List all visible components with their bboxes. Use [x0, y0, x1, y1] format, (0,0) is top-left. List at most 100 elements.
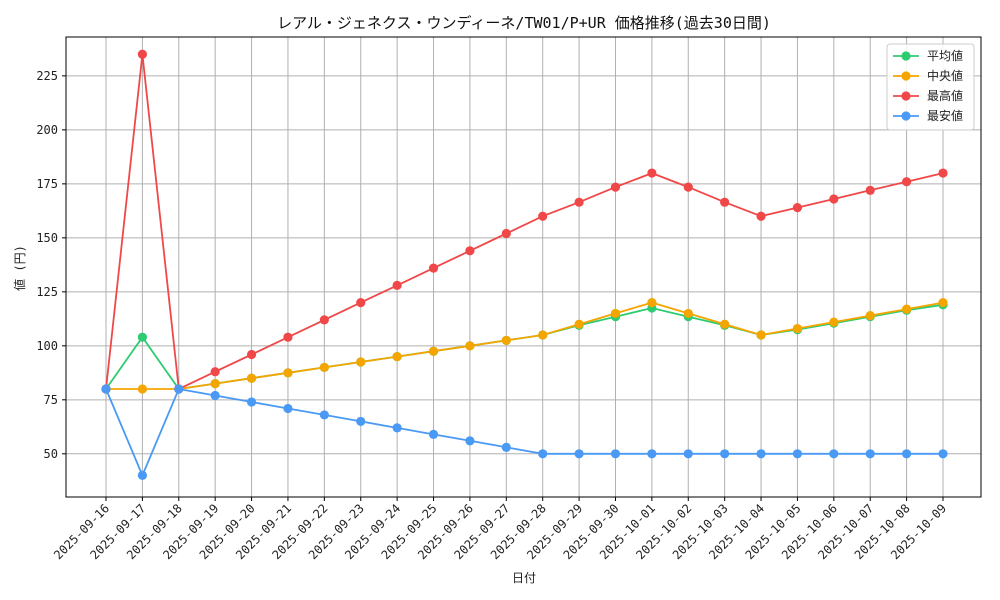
x-axis: 2025-09-162025-09-172025-09-182025-09-19… [51, 497, 949, 562]
data-point [829, 194, 839, 204]
data-point [319, 410, 329, 420]
data-point [101, 384, 111, 394]
legend-marker [901, 91, 911, 101]
data-point [865, 185, 875, 195]
data-point [137, 384, 147, 394]
legend-label: 中央値 [927, 68, 963, 83]
data-point [792, 203, 803, 213]
y-tick-label: 150 [36, 231, 58, 245]
data-point [501, 442, 511, 452]
plot-frame [65, 36, 982, 498]
data-point [210, 379, 220, 389]
series-layer [101, 49, 948, 481]
legend-label: 平均値 [927, 48, 963, 63]
data-point [574, 197, 584, 207]
data-point [137, 470, 147, 481]
data-point [428, 429, 439, 439]
data-point [829, 317, 839, 327]
data-point [720, 449, 730, 459]
data-point [137, 332, 147, 342]
data-point [356, 298, 366, 308]
data-point [210, 367, 220, 377]
y-tick-label: 75 [44, 393, 58, 407]
data-point [756, 330, 766, 340]
series-1 [101, 300, 948, 394]
legend-marker [901, 51, 911, 61]
data-point [574, 319, 584, 329]
data-point [283, 403, 293, 414]
y-tick-label: 175 [36, 177, 58, 191]
y-axis: 50 75 100 125 150 175 200 225 [36, 69, 66, 461]
data-point [683, 308, 693, 319]
x-axis-title: 日付 [512, 571, 536, 585]
legend-label: 最高値 [927, 88, 963, 103]
data-point [174, 384, 184, 394]
series-line [105, 54, 944, 391]
data-point [792, 449, 803, 459]
data-point [501, 228, 511, 239]
data-point [392, 423, 402, 433]
legend-box [886, 43, 975, 131]
data-point [647, 298, 657, 308]
data-point [647, 449, 657, 459]
series-4 [101, 384, 948, 481]
data-point [610, 449, 621, 459]
data-point [246, 373, 257, 383]
legend-marker [901, 111, 911, 121]
series-line [106, 301, 944, 390]
data-point [465, 341, 475, 351]
legend-label: 最安値 [927, 108, 963, 123]
y-tick-label: 125 [36, 285, 58, 299]
y-tick-label: 100 [36, 339, 58, 353]
data-point [610, 308, 621, 319]
data-point [538, 449, 548, 459]
data-point [938, 449, 948, 459]
data-point [428, 263, 439, 273]
data-point [319, 315, 329, 325]
data-point [865, 310, 875, 321]
data-point [610, 182, 621, 192]
data-point [829, 449, 839, 459]
data-point [902, 304, 912, 314]
data-point [756, 211, 766, 221]
legend-marker [901, 71, 911, 81]
chart-title: レアル・ジェネクス・ウンディーネ/TW01/P+UR 価格推移(過去30日間) [277, 14, 771, 32]
data-point [720, 319, 730, 329]
data-point [137, 49, 147, 59]
y-tick-label: 50 [44, 447, 58, 461]
data-point [538, 211, 548, 221]
data-point [720, 197, 730, 207]
data-point [756, 449, 766, 459]
data-point [647, 168, 657, 178]
data-point [392, 352, 402, 362]
data-point [865, 449, 875, 459]
series-line [105, 303, 944, 390]
data-point [574, 449, 584, 459]
data-point [210, 390, 220, 401]
data-point [465, 246, 475, 256]
data-point [902, 449, 912, 459]
data-point [392, 280, 402, 290]
data-point [683, 449, 693, 459]
data-point [246, 397, 257, 407]
data-point [246, 349, 257, 360]
data-point [938, 298, 948, 308]
data-point [902, 177, 912, 187]
data-point [356, 357, 366, 367]
data-point [792, 323, 803, 334]
y-tick-label: 200 [36, 123, 58, 137]
grid-layer [66, 37, 981, 497]
series-line [105, 387, 943, 478]
data-point [465, 436, 475, 446]
data-point [501, 335, 511, 346]
data-point [538, 330, 548, 340]
data-point [319, 362, 329, 373]
data-point [283, 332, 293, 342]
data-point [356, 416, 366, 427]
data-point [428, 346, 439, 356]
data-point [938, 168, 948, 178]
series-2 [101, 298, 948, 394]
series-3 [101, 49, 948, 394]
